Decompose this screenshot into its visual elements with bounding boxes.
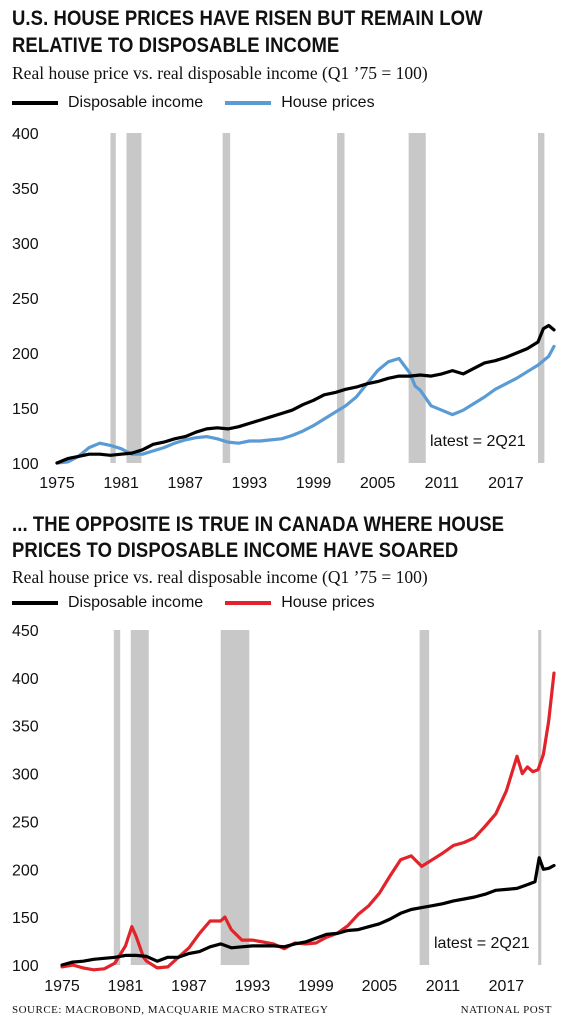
x-tick-label-1981: 1981 bbox=[103, 475, 139, 492]
x-tick-label-1993: 1993 bbox=[232, 475, 268, 492]
chart2-subtitle: Real house price vs. real disposable inc… bbox=[12, 567, 428, 587]
y-tick-label-300: 300 bbox=[12, 767, 39, 784]
chart2-title-line2: PRICES TO DISPOSABLE INCOME HAVE SOARED bbox=[12, 539, 459, 562]
publisher-credit: NATIONAL POST bbox=[460, 1004, 552, 1016]
recession-bar-1 bbox=[126, 133, 142, 463]
x-tick-label-1975: 1975 bbox=[39, 475, 75, 492]
latest-annotation: latest = 2Q21 bbox=[430, 433, 526, 450]
canada-chart: 100 150 200 250 300 350 400 450 1975 1981 1987 1993… bbox=[12, 623, 556, 995]
series-line-disposable-income bbox=[60, 856, 556, 967]
y-tick-label-200: 200 bbox=[12, 346, 39, 363]
legend-swatch-ca-house-prices bbox=[225, 601, 272, 605]
chart1-title-line1: U.S. HOUSE PRICES HAVE RISEN BUT REMAIN … bbox=[12, 7, 483, 30]
series-line-disposable-income bbox=[55, 323, 556, 465]
chart1-legend: Disposable income House prices bbox=[12, 92, 397, 114]
legend-item-us-house-prices: House prices bbox=[225, 94, 375, 112]
recession-bar-0 bbox=[110, 133, 116, 463]
y-tick-label-350: 350 bbox=[12, 181, 39, 198]
source-note: SOURCE: MACROBOND, MACQUARIE MACRO STRAT… bbox=[12, 1004, 329, 1016]
recession-bar-5 bbox=[537, 133, 545, 463]
legend-item-ca-house-prices: House prices bbox=[225, 594, 375, 612]
recession-bar-2 bbox=[220, 630, 250, 965]
y-tick-label-450: 450 bbox=[12, 623, 39, 640]
y-tick-label-300: 300 bbox=[12, 236, 39, 253]
x-tick-label-2011: 2011 bbox=[426, 978, 461, 995]
legend-swatch-disposable-income bbox=[12, 101, 58, 105]
y-tick-label-250: 250 bbox=[12, 814, 39, 831]
x-tick-label-1987: 1987 bbox=[167, 475, 203, 492]
legend-swatch-us-house-prices bbox=[225, 101, 272, 105]
x-tick-label-2017: 2017 bbox=[489, 978, 525, 995]
y-tick-label-400: 400 bbox=[12, 671, 39, 688]
recession-bar-4 bbox=[408, 133, 426, 463]
recession-bar-3 bbox=[419, 630, 430, 965]
recession-bar-2 bbox=[222, 133, 231, 463]
y-tick-label-400: 400 bbox=[12, 126, 39, 143]
latest-annotation: latest = 2Q21 bbox=[434, 935, 530, 952]
chart1-title-line2: RELATIVE TO DISPOSABLE INCOME bbox=[12, 34, 340, 57]
y-tick-label-350: 350 bbox=[12, 719, 39, 736]
y-tick-label-150: 150 bbox=[12, 401, 39, 418]
recession-bar-4 bbox=[538, 630, 542, 965]
x-tick-label-1981: 1981 bbox=[108, 978, 144, 995]
legend-label-disposable-income-ca: Disposable income bbox=[68, 594, 204, 611]
chart2-legend: Disposable income House prices bbox=[12, 592, 397, 614]
recession-bar-0 bbox=[113, 630, 121, 965]
legend-label-disposable-income: Disposable income bbox=[68, 94, 204, 111]
x-tick-label-2005: 2005 bbox=[362, 978, 398, 995]
x-tick-label-2017: 2017 bbox=[488, 475, 524, 492]
series-line-house-prices bbox=[55, 344, 556, 465]
legend-item-disposable-income: Disposable income bbox=[12, 94, 203, 112]
chart2-title-line1: ... THE OPPOSITE IS TRUE IN CANADA WHERE… bbox=[12, 513, 505, 536]
y-tick-label-100: 100 bbox=[12, 958, 39, 975]
us-chart: 100 150 200 250 300 350 400 1975 1981 1987 1993 199… bbox=[12, 126, 556, 492]
legend-label-ca-house-prices: House prices bbox=[281, 594, 375, 611]
y-tick-label-100: 100 bbox=[12, 456, 39, 473]
x-tick-label-1975: 1975 bbox=[44, 978, 80, 995]
y-tick-label-200: 200 bbox=[12, 862, 39, 879]
recession-bar-3 bbox=[337, 133, 345, 463]
y-tick-label-150: 150 bbox=[12, 910, 39, 927]
legend-item-disposable-income-ca: Disposable income bbox=[12, 594, 203, 612]
x-tick-label-2011: 2011 bbox=[425, 475, 460, 492]
chart1-subtitle: Real house price vs. real disposable inc… bbox=[12, 63, 428, 83]
recession-bar-1 bbox=[130, 630, 149, 965]
legend-label-us-house-prices: House prices bbox=[281, 94, 375, 111]
x-tick-label-1993: 1993 bbox=[235, 978, 271, 995]
x-tick-label-1999: 1999 bbox=[296, 475, 332, 492]
x-tick-label-1999: 1999 bbox=[298, 978, 334, 995]
series-line-house-prices bbox=[60, 671, 556, 972]
y-tick-label-250: 250 bbox=[12, 291, 39, 308]
x-tick-label-1987: 1987 bbox=[171, 978, 207, 995]
legend-swatch-disposable-income-ca bbox=[12, 601, 58, 605]
x-tick-label-2005: 2005 bbox=[360, 475, 396, 492]
